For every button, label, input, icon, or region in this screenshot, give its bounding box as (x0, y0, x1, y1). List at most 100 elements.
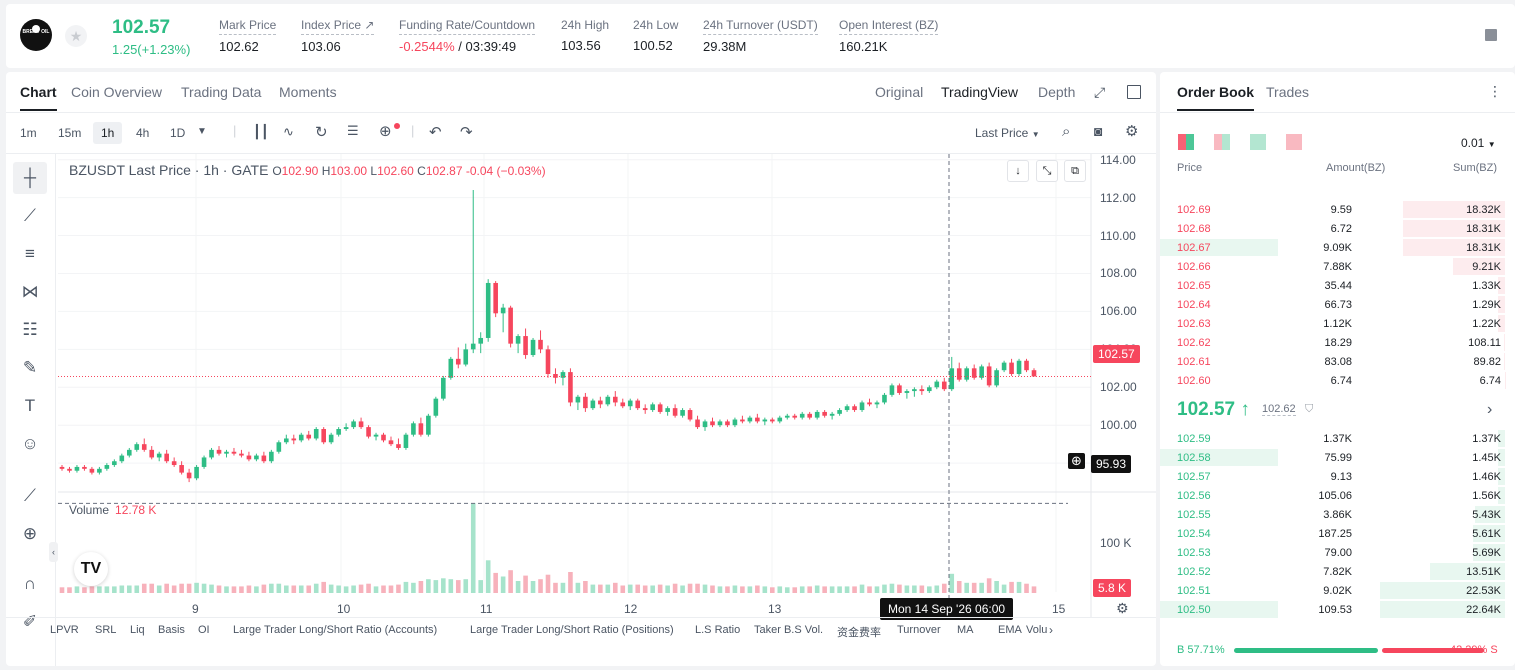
orderbook-row[interactable]: 102.53 79.00 5.69K (1160, 543, 1505, 562)
orderbook-row[interactable]: 102.56 105.06 1.56K (1160, 486, 1505, 505)
indicator-item[interactable]: OI (198, 624, 210, 636)
view-bids-icon[interactable] (1250, 134, 1266, 150)
orderbook-row[interactable]: 102.68 6.72 18.31K (1160, 219, 1505, 238)
tab-trading-data[interactable]: Trading Data (181, 84, 262, 100)
maximize-pane-icon[interactable]: ⧉ (1064, 160, 1086, 182)
add-alert-icon[interactable]: ⊕ (379, 123, 392, 140)
collapse-toolbar-icon[interactable]: ‹ (49, 542, 58, 562)
view-depth[interactable]: Depth (1038, 84, 1076, 100)
orderbook-row[interactable]: 102.50 109.53 22.64K (1160, 600, 1505, 619)
horizontal-lines-icon[interactable]: ≡ (25, 244, 35, 263)
orderbook-row[interactable]: 102.60 6.74 6.74 (1160, 371, 1505, 390)
view-both-icon[interactable] (1178, 134, 1194, 150)
indicator-item[interactable]: EMA (998, 624, 1022, 636)
indicator-item[interactable]: SRL (95, 624, 117, 636)
candle (246, 455, 252, 460)
more-options-icon[interactable]: ⋮ (1488, 83, 1502, 99)
candlestick-chart[interactable] (6, 72, 1156, 666)
crosshair-icon[interactable]: ┼ (13, 162, 47, 194)
brush-icon[interactable]: ✎ (22, 358, 38, 377)
orderbook-row[interactable]: 102.62 18.29 108.11 (1160, 333, 1505, 352)
tab-trades[interactable]: Trades (1266, 84, 1310, 100)
zoom-in-icon[interactable]: ⊕ (22, 524, 38, 543)
volume-bar (941, 583, 947, 593)
indicator-item[interactable]: Large Trader Long/Short Ratio (Positions… (470, 624, 674, 636)
indicator-item[interactable]: Turnover (897, 624, 941, 636)
interval-4h[interactable]: 4h (136, 126, 150, 140)
orderbook-row[interactable]: 102.64 66.73 1.29K (1160, 295, 1505, 314)
indicator-item[interactable]: Volu (1026, 624, 1048, 636)
orderbook-row[interactable]: 102.57 9.13 1.46K (1160, 467, 1505, 486)
indicator-item[interactable]: LPVR (50, 624, 79, 636)
window-icon[interactable] (1127, 85, 1141, 99)
indicator-bar-next-icon[interactable]: › (1049, 623, 1053, 637)
emoji-icon[interactable]: ☺ (21, 434, 39, 453)
precision-select[interactable]: 0.01 ▼ (1461, 136, 1496, 150)
orderbook-row[interactable]: 102.54 187.25 5.61K (1160, 524, 1505, 543)
indicator-item[interactable]: Large Trader Long/Short Ratio (Accounts) (233, 624, 438, 636)
stat-funding-rate[interactable]: Funding Rate/Countdown -0.2544% / 03:39:4… (399, 18, 536, 54)
screenshot-icon[interactable]: ◙ (1094, 123, 1103, 139)
interval-1m[interactable]: 1m (20, 126, 37, 140)
volume-bar (186, 583, 192, 593)
text-tool-icon[interactable]: T (24, 396, 36, 415)
indicator-item[interactable]: Liq (130, 624, 145, 636)
interval-15m[interactable]: 15m (58, 126, 82, 140)
fib-icon[interactable]: ☷ (22, 320, 38, 339)
interval-dropdown-icon[interactable]: ▼ (197, 126, 207, 137)
stat-index-price[interactable]: Index Price ↗ 103.06 (301, 18, 375, 54)
view-asks-icon[interactable] (1286, 134, 1302, 150)
ruler-icon[interactable]: ⟋ (24, 486, 36, 505)
templates-icon[interactable]: ☰ (347, 123, 359, 138)
volume-bar (964, 582, 970, 593)
tab-order-book[interactable]: Order Book (1177, 84, 1255, 111)
tab-coin-overview[interactable]: Coin Overview (71, 84, 163, 100)
fullscreen-icon[interactable]: ⤢ (1094, 84, 1106, 100)
undo-icon[interactable]: ↶ (429, 124, 442, 141)
indicator-item[interactable]: 资金费率 (837, 627, 881, 639)
indicator-item[interactable]: L.S Ratio (695, 624, 741, 636)
tab-chart[interactable]: Chart (20, 84, 57, 111)
orderbook-row[interactable]: 102.67 9.09K 18.31K (1160, 238, 1505, 257)
interval-1h[interactable]: 1h (93, 122, 123, 144)
settings-gear-icon[interactable]: ⚙ (1125, 123, 1139, 140)
pencil-lock-icon[interactable]: ✐ (22, 612, 38, 631)
volume-bar (276, 583, 282, 593)
orderbook-row[interactable]: 102.66 7.88K 9.21K (1160, 257, 1505, 276)
compare-icon[interactable]: ↻ (315, 124, 328, 141)
orderbook-row[interactable]: 102.59 1.37K 1.37K (1160, 429, 1505, 448)
add-price-line-icon[interactable]: ⊕ (1068, 453, 1085, 469)
magnet-icon[interactable]: ∩ (23, 574, 37, 593)
scroll-down-icon[interactable]: ↓ (1007, 160, 1029, 182)
collapse-pane-icon[interactable]: ⤡ (1036, 160, 1058, 182)
orderbook-row[interactable]: 102.61 83.08 89.82 (1160, 352, 1505, 371)
last-price-select[interactable]: Last Price ▼ (975, 126, 1040, 140)
chevron-right-icon[interactable]: › (1487, 401, 1493, 418)
indicator-item[interactable]: Basis (158, 624, 185, 636)
orderbook-row[interactable]: 102.65 35.44 1.33K (1160, 276, 1505, 295)
favorite-star-icon[interactable]: ★ (65, 25, 87, 47)
trendline-icon[interactable]: ⟋ (24, 206, 36, 225)
search-icon[interactable]: ⌕ (1062, 123, 1071, 140)
view-tradingview[interactable]: TradingView (941, 84, 1019, 100)
indicators-icon[interactable]: ∿ (283, 124, 294, 139)
pattern-icon[interactable]: ⋈ (21, 282, 39, 301)
orderbook-row[interactable]: 102.69 9.59 18.32K (1160, 200, 1505, 219)
indicator-item[interactable]: Taker B.S Vol. (754, 624, 824, 636)
orderbook-row[interactable]: 102.58 75.99 1.45K (1160, 448, 1505, 467)
view-original[interactable]: Original (875, 84, 924, 100)
orderbook-amount: 66.73 (1324, 299, 1352, 311)
tab-moments[interactable]: Moments (279, 84, 337, 100)
orderbook-row[interactable]: 102.63 1.12K 1.22K (1160, 314, 1505, 333)
redo-icon[interactable]: ↷ (460, 124, 473, 141)
book-icon[interactable] (1485, 29, 1497, 41)
orderbook-row[interactable]: 102.55 3.86K 5.43K (1160, 505, 1505, 524)
indicator-item[interactable]: MA (957, 624, 974, 636)
stat-mark-price[interactable]: Mark Price 102.62 (219, 18, 277, 54)
orderbook-row[interactable]: 102.52 7.82K 13.51K (1160, 562, 1505, 581)
candle-type-icon[interactable]: ┃┃ (253, 124, 269, 139)
orderbook-row[interactable]: 102.51 9.02K 22.53K (1160, 581, 1505, 600)
view-layout-2-icon[interactable] (1214, 134, 1230, 150)
reset-scale-icon[interactable]: ⚙ (1116, 600, 1129, 616)
interval-1d[interactable]: 1D (170, 126, 186, 140)
